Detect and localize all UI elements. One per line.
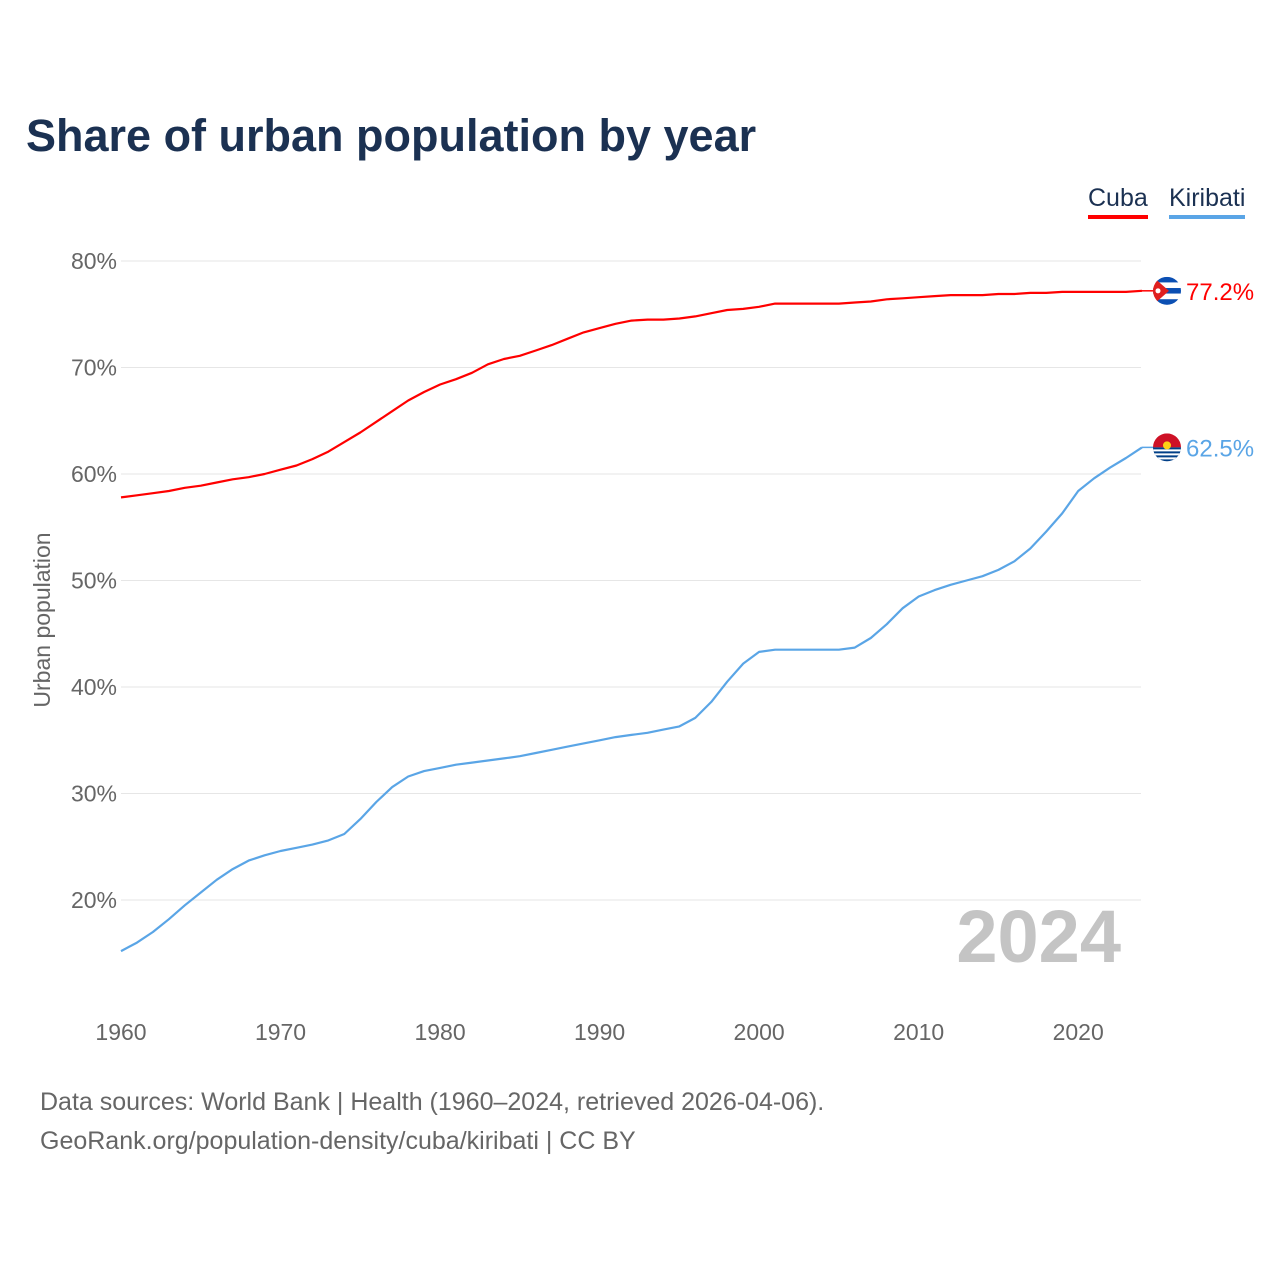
- y-tick-label: 80%: [71, 248, 117, 274]
- end-value-label-kiribati: 62.5%: [1186, 435, 1254, 462]
- x-tick-label: 2020: [1053, 1019, 1104, 1045]
- y-tick-label: 70%: [71, 355, 117, 381]
- end-value-label-cuba: 77.2%: [1186, 279, 1254, 306]
- y-tick-label: 50%: [71, 568, 117, 594]
- x-tick-label: 2000: [734, 1019, 785, 1045]
- x-tick-label: 1960: [95, 1019, 146, 1045]
- kiribati-flag-icon: [1153, 433, 1181, 462]
- x-tick-label: 1980: [414, 1019, 465, 1045]
- legend-item-kiribati[interactable]: Kiribati: [1169, 184, 1246, 219]
- source-note: Data sources: World Bank | Health (1960–…: [40, 1088, 825, 1116]
- cuba-flag-icon: [1153, 276, 1181, 305]
- series-line-cuba: [120, 289, 1143, 499]
- legend-item-cuba[interactable]: Cuba: [1088, 184, 1148, 219]
- y-axis-label: Urban population: [29, 532, 55, 707]
- source-link[interactable]: GeoRank.org/population-density/cuba/kiri…: [40, 1127, 636, 1155]
- y-tick-label: 20%: [71, 887, 117, 913]
- x-tick-label: 1990: [574, 1019, 625, 1045]
- series-line-kiribati: [120, 446, 1143, 953]
- x-tick-label: 1970: [255, 1019, 306, 1045]
- y-tick-label: 30%: [71, 781, 117, 807]
- x-tick-label: 2010: [893, 1019, 944, 1045]
- y-tick-label: 60%: [71, 461, 117, 487]
- y-tick-label: 40%: [71, 674, 117, 700]
- chart-title: Share of urban population by year: [26, 110, 757, 161]
- year-watermark: 2024: [956, 895, 1121, 978]
